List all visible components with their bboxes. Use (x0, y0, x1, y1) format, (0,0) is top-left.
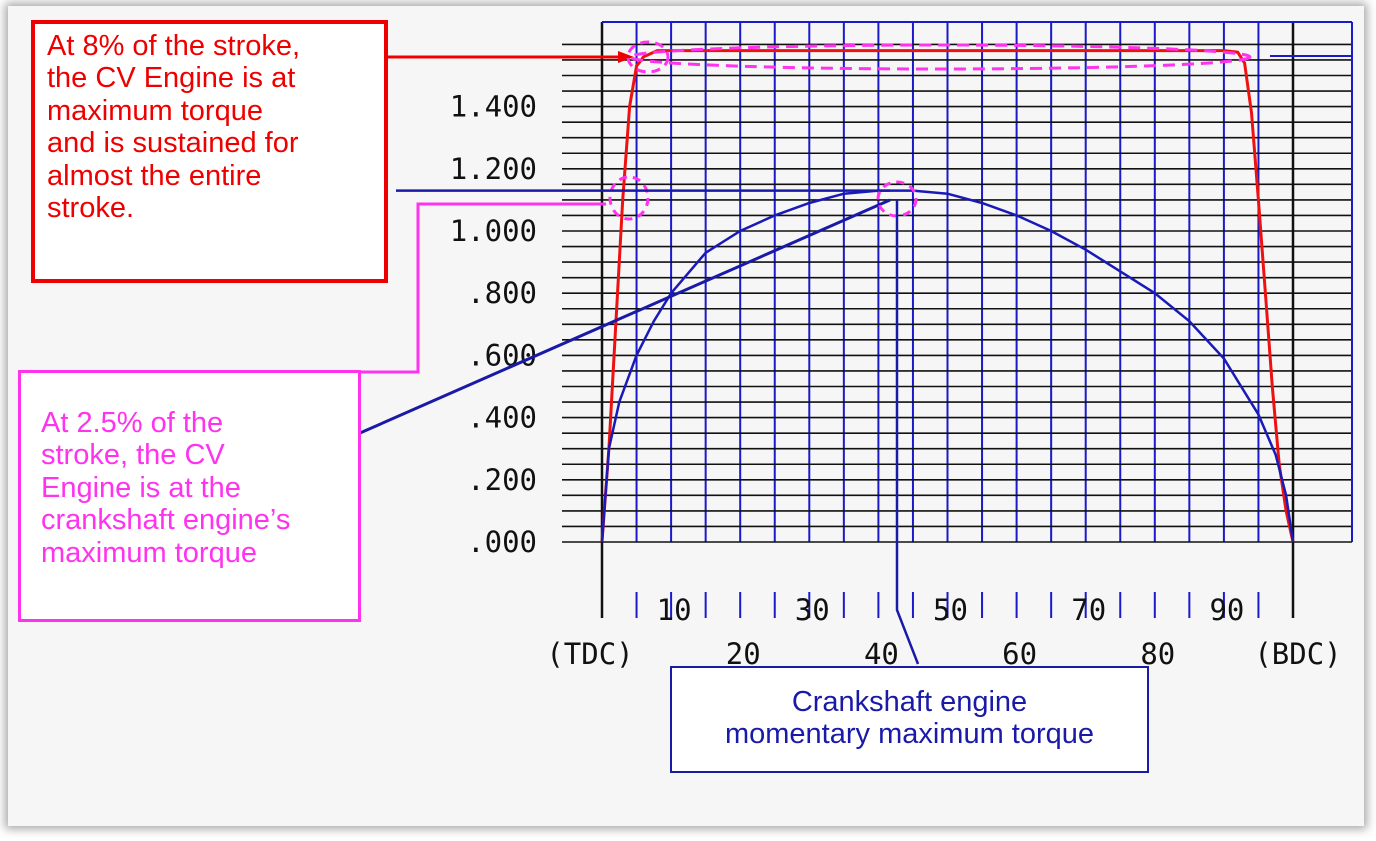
crank-max-pointer (359, 198, 891, 435)
y-tick-label: .600 (467, 338, 537, 372)
cv-max-start-highlight (626, 40, 670, 74)
crank25-point-highlight (608, 175, 650, 221)
markers (359, 40, 1252, 665)
vertical-grid (600, 22, 1295, 618)
x-tick-labels: 10 30 50 70 90 (TDC) 20 40 60 80 (BDC) (546, 593, 1341, 671)
x-tick-label: 40 (864, 637, 899, 671)
x-tick-label: 80 (1140, 637, 1175, 671)
x-tick-label: 50 (933, 593, 968, 627)
crank-max-callout-connector (895, 200, 920, 665)
y-tick-label: 1.400 (450, 90, 537, 124)
x-tick-label: 10 (657, 593, 692, 627)
x-tick-label: 60 (1002, 637, 1037, 671)
x-tick-label: (TDC) (546, 637, 633, 671)
crankshaft-torque-line (600, 189, 1295, 543)
x-tick-label: 20 (726, 637, 761, 671)
cv-engine-torque-line (600, 49, 1295, 543)
cv-plateau-highlight (628, 43, 1252, 71)
y-tick-labels: .000 .200 .400 .600 .800 1.000 1.200 1.400 (450, 90, 537, 559)
y-tick-label: .400 (467, 401, 537, 435)
crankshaft-max-torque-callout: Crankshaft engine momentary maximum torq… (670, 666, 1149, 773)
x-tick-label: (BDC) (1254, 637, 1341, 671)
y-tick-label: .200 (467, 463, 537, 497)
x-tick-label: 90 (1209, 593, 1244, 627)
cv-max-torque-callout: At 8% of the stroke, the CV Engine is at… (31, 20, 388, 283)
x-tick-label: 30 (795, 593, 830, 627)
cv-callout-arrowhead (618, 51, 634, 63)
horizontal-grid (562, 21, 1353, 543)
y-tick-label: .000 (467, 525, 537, 559)
y-tick-label: 1.000 (450, 214, 537, 248)
y-tick-label: 1.200 (450, 152, 537, 186)
y-tick-label: .800 (467, 276, 537, 310)
crank-torque-at-2-5-callout: At 2.5% of the stroke, the CV Engine is … (18, 370, 361, 622)
x-tick-label: 70 (1071, 593, 1106, 627)
crank25-callout-connector (360, 202, 606, 374)
